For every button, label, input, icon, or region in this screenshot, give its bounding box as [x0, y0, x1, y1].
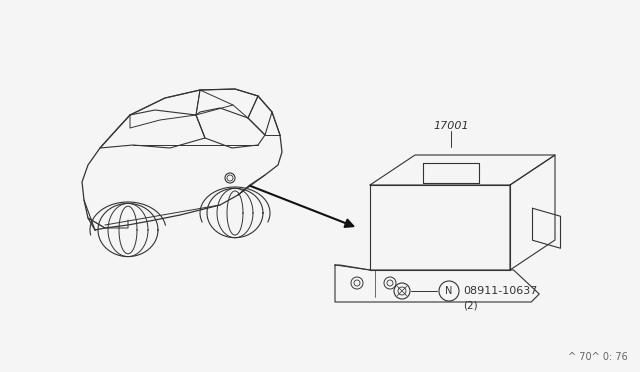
Text: (2): (2): [463, 300, 477, 310]
Text: 08911-10637: 08911-10637: [463, 286, 538, 296]
Text: ^ 70^ 0: 76: ^ 70^ 0: 76: [568, 352, 628, 362]
Text: N: N: [445, 286, 452, 296]
Text: 17001: 17001: [433, 121, 469, 131]
